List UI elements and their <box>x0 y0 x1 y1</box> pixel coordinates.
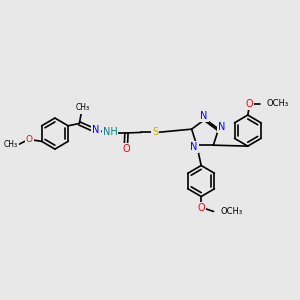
Text: N: N <box>92 125 100 135</box>
Text: OCH₃: OCH₃ <box>267 99 289 108</box>
Text: N: N <box>200 111 208 121</box>
Text: CH₃: CH₃ <box>75 103 89 112</box>
Text: O: O <box>197 203 205 214</box>
Text: CH₃: CH₃ <box>3 140 17 149</box>
Text: N: N <box>190 142 197 152</box>
Text: S: S <box>152 128 158 137</box>
Text: NH: NH <box>103 128 117 137</box>
Text: O: O <box>122 144 130 154</box>
Text: O: O <box>26 135 33 144</box>
Text: OCH₃: OCH₃ <box>220 207 242 216</box>
Text: N: N <box>218 122 226 132</box>
Text: O: O <box>245 99 253 109</box>
